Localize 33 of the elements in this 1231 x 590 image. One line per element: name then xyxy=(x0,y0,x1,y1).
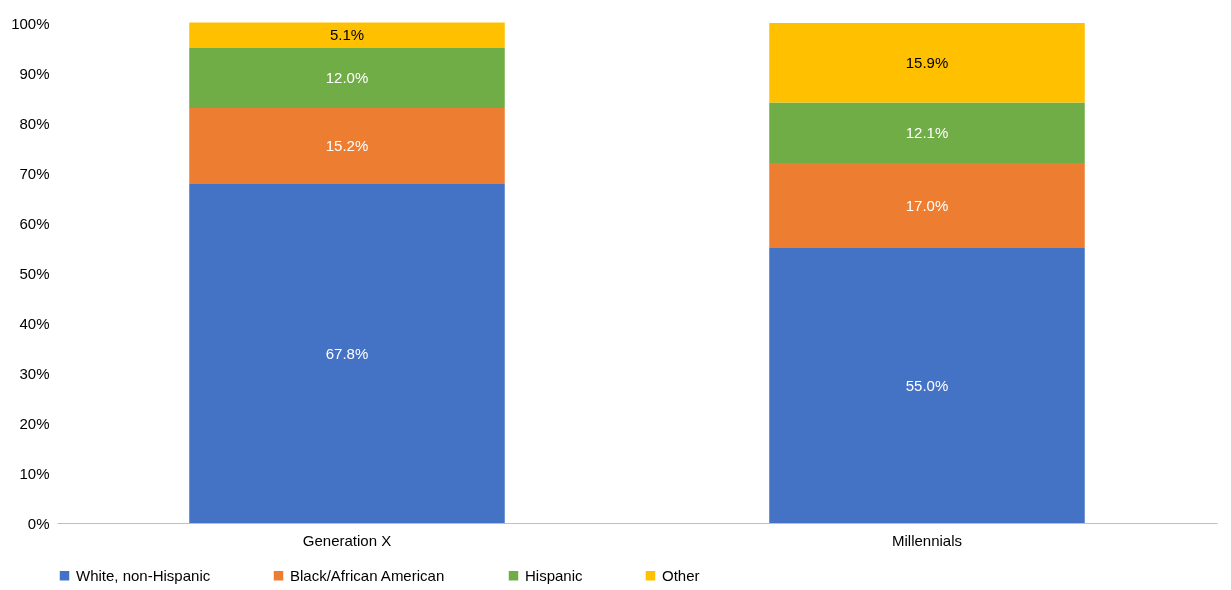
text: 67.8% xyxy=(325,344,369,362)
text: 15.9% xyxy=(905,53,949,71)
x-tick-label: Generation X xyxy=(302,531,392,549)
y-tick-label: 80% xyxy=(19,114,50,132)
y-tick-label: 100% xyxy=(11,14,50,32)
text: 15.2% xyxy=(325,137,369,154)
bar xyxy=(769,248,1085,523)
y-tick-label: 50% xyxy=(19,264,50,282)
text: 12.0% xyxy=(325,69,369,86)
bar xyxy=(189,48,505,108)
legend-label: White, non-Hispanic xyxy=(76,566,211,584)
bar xyxy=(769,102,1085,163)
y-tick-label: 70% xyxy=(19,164,50,182)
bar xyxy=(189,108,505,184)
y-tick-label: 20% xyxy=(19,414,50,432)
bar xyxy=(189,184,505,523)
bar xyxy=(769,23,1085,103)
y-tick-label: 0% xyxy=(27,514,50,532)
y-tick-label: 30% xyxy=(19,364,50,382)
legend-label: Black/African American xyxy=(290,566,445,584)
text: 5.1% xyxy=(329,26,365,44)
text: 12.1% xyxy=(905,123,949,141)
text: 55.0% xyxy=(905,376,949,394)
text: 17.0% xyxy=(905,196,949,214)
x-tick-label: Millennials xyxy=(891,531,963,549)
legend-label: Other xyxy=(662,566,700,584)
bar xyxy=(189,22,505,48)
y-tick-label: 40% xyxy=(19,314,50,332)
legend-label: Hispanic xyxy=(525,566,584,584)
y-tick-label: 90% xyxy=(19,64,50,82)
bar xyxy=(769,163,1085,248)
y-tick-label: 60% xyxy=(19,214,50,232)
y-tick-label: 10% xyxy=(19,464,50,482)
